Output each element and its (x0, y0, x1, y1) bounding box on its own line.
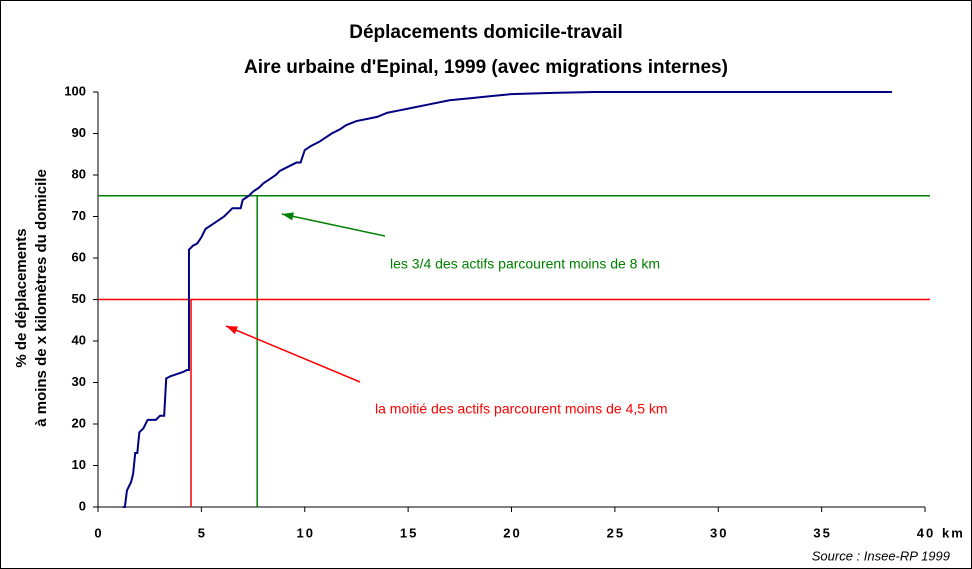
x-tick-label: 0 (94, 525, 103, 540)
y-tick-label: 40 (72, 332, 86, 347)
y-tick-label: 70 (72, 208, 86, 223)
annotation-arrow (281, 213, 386, 237)
annotation-arrow (225, 325, 361, 383)
x-tick-label: 25 (607, 525, 625, 540)
x-tick-label: 15 (400, 525, 418, 540)
source: Source : Insee-RP 1999 (812, 548, 950, 563)
y-tick-label: 50 (72, 291, 86, 306)
data-line (122, 91, 892, 508)
x-axis-label: km (942, 525, 965, 540)
x-tick-label: 10 (297, 525, 315, 540)
y-tick-label: 20 (72, 415, 86, 430)
x-tick-label: 5 (198, 525, 207, 540)
y-tick-label: 60 (72, 249, 86, 264)
y-tick-label: 100 (64, 83, 86, 98)
x-tick-label: 35 (813, 525, 831, 540)
x-tick-label: 20 (503, 525, 521, 540)
y-tick-label: 80 (72, 166, 86, 181)
annotation-arrowhead (282, 212, 294, 221)
y-axis-label: à moins de x kilomètres du domicile (33, 169, 50, 427)
y-tick-label: 10 (72, 457, 86, 472)
annotation: la moitié des actifs parcourent moins de… (375, 401, 668, 417)
y-tick-label: 0 (79, 498, 86, 513)
y-tick-label: 90 (72, 125, 86, 140)
annotation: les 3/4 des actifs parcourent moins de 8… (390, 256, 660, 272)
x-tick-label: 40 (917, 525, 935, 540)
y-axis-label: % de déplacements (13, 228, 30, 367)
x-tick-label: 30 (710, 525, 728, 540)
y-tick-label: 30 (72, 374, 86, 389)
chart-title: Déplacements domicile-travail (349, 22, 623, 43)
annotation-arrowhead (226, 326, 238, 335)
chart-subtitle: Aire urbaine d'Epinal, 1999 (avec migrat… (244, 57, 728, 78)
